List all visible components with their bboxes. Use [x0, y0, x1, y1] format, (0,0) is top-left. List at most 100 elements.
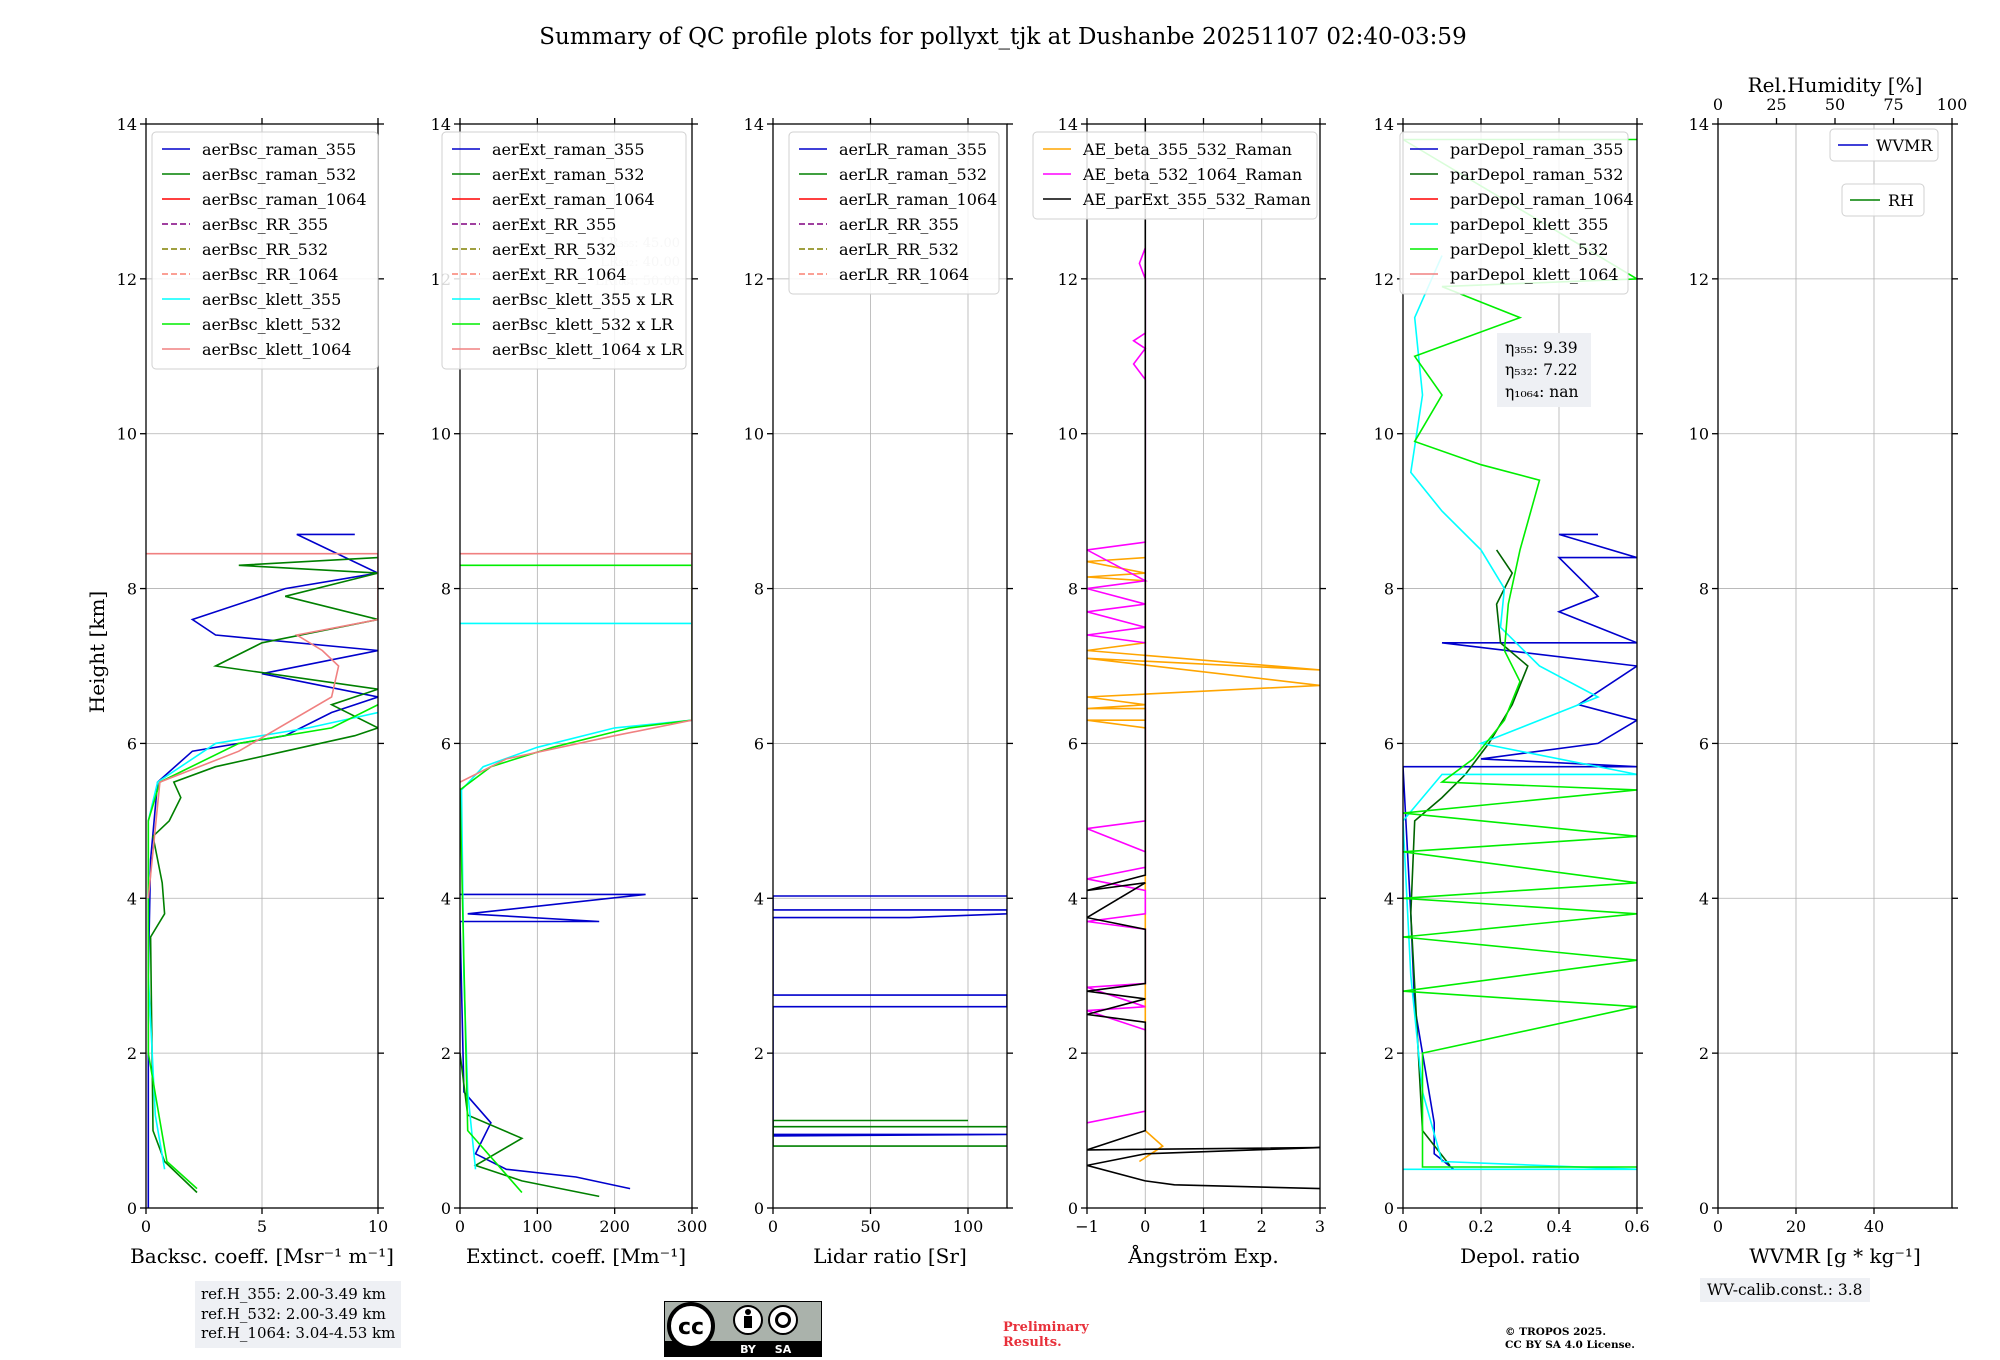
- y-tick-label: 0: [1068, 1199, 1078, 1218]
- y-tick-label: 4: [1068, 889, 1078, 908]
- y-tick-label: 10: [1058, 425, 1078, 444]
- svg-text:SA: SA: [775, 1343, 792, 1356]
- y-tick-label: 2: [441, 1044, 451, 1063]
- y-tick-label: 8: [1384, 580, 1394, 599]
- x-tick-label: 2: [1257, 1217, 1267, 1236]
- y-tick-label: 6: [1699, 734, 1709, 753]
- series-line-aerlr-raman-355: [773, 895, 1007, 1137]
- y-tick-label: 14: [1689, 115, 1709, 134]
- legend: WVMR RH: [1829, 128, 1939, 217]
- legend-label: aerExt_raman_1064: [492, 190, 655, 209]
- ref-height-355: ref.H_355: 2.00-3.49 km: [201, 1285, 386, 1303]
- series-line-ae-parext-355-532-raman: [1087, 124, 1320, 1190]
- axes-frame: [1717, 123, 1953, 1209]
- legend-label: aerBsc_klett_1064 x LR: [492, 340, 684, 359]
- x-tick-label: 0.6: [1624, 1217, 1649, 1236]
- ref-height-532: ref.H_532: 2.00-3.49 km: [201, 1304, 386, 1323]
- x-tick-label: 0: [1140, 1217, 1150, 1236]
- legend-label: AE_parExt_355_532_Raman: [1082, 190, 1311, 209]
- x-tick-label: 300: [677, 1217, 708, 1236]
- x-axis-label: Backsc. coeff. [Msr⁻¹ m⁻¹]: [130, 1244, 394, 1268]
- svg-text:BY: BY: [740, 1343, 757, 1356]
- y-tick-label: 12: [1374, 270, 1394, 289]
- legend-box: [788, 131, 1000, 295]
- x-tick-label: 3: [1315, 1217, 1325, 1236]
- y-tick-label: 8: [1699, 580, 1709, 599]
- cc-by-sa-logo: cc BY SA: [664, 1301, 822, 1357]
- y-tick-label: 2: [754, 1044, 764, 1063]
- cc-icon: [667, 1302, 715, 1350]
- figure-title: Summary of QC profile plots for pollyxt_…: [539, 24, 1466, 50]
- legend-box: [1841, 183, 1925, 217]
- series-line-aerbsc-raman-532: [149, 556, 378, 1194]
- y-tick-label: 10: [117, 425, 137, 444]
- series-line-aerbsc-raman-355: [147, 533, 378, 1208]
- y-tick-label: 4: [1384, 889, 1394, 908]
- legend-label: aerBsc_raman_1064: [202, 190, 367, 209]
- y-tick-label: 0: [754, 1199, 764, 1218]
- legend-label: parDepol_raman_532: [1450, 165, 1623, 184]
- x-tick-label: 10: [368, 1217, 388, 1236]
- y-tick-label: 2: [1384, 1044, 1394, 1063]
- y-tick-label: 14: [431, 115, 451, 134]
- y-tick-label: 10: [744, 425, 764, 444]
- legend-label: aerBsc_klett_532 x LR: [492, 315, 674, 334]
- y-tick-label: 2: [1068, 1044, 1078, 1063]
- legend-box: [1399, 131, 1629, 295]
- legend-label: parDepol_raman_1064: [1450, 190, 1634, 209]
- legend-label: aerExt_RR_355: [492, 215, 616, 234]
- y-tick-label: 4: [754, 889, 764, 908]
- y-tick-label: 10: [431, 425, 451, 444]
- legend: AE_beta_355_532_Raman AE_beta_532_1064_Ra…: [1032, 131, 1318, 220]
- y-tick-label: 0: [441, 1199, 451, 1218]
- x-axis-label: Lidar ratio [Sr]: [813, 1244, 967, 1268]
- y-tick-label: 8: [754, 580, 764, 599]
- x2-tick-label: 25: [1766, 95, 1786, 114]
- legend-label: aerLR_raman_1064: [839, 190, 997, 209]
- legend-label: aerBsc_klett_1064: [202, 340, 351, 359]
- subplot-backscatter: 0 2 4 6 8 10 12 14 0 5 10 Backsc. coeff. [Msr⁻¹ m⁻¹…: [117, 115, 394, 1268]
- x-tick-label: 50: [860, 1217, 880, 1236]
- y-tick-label: 2: [127, 1044, 137, 1063]
- legend-label: RH: [1888, 191, 1914, 210]
- x2-tick-label: 50: [1825, 95, 1845, 114]
- preliminary-line-1: Preliminary: [1003, 1320, 1089, 1335]
- ref-height-1064: ref.H_1064: 3.04-4.53 km: [201, 1324, 396, 1342]
- x-axis-label: Extinct. coeff. [Mm⁻¹]: [466, 1244, 686, 1268]
- legend-box: [1829, 128, 1939, 162]
- x-tick-label: 20: [1786, 1217, 1806, 1236]
- legend-label: AE_beta_355_532_Raman: [1082, 140, 1292, 159]
- reference-heights-box: ref.H_355: 2.00-3.49 km ref.H_532: 2.00-…: [195, 1281, 402, 1348]
- x2-tick-label: 0: [1713, 95, 1723, 114]
- y-tick-label: 6: [127, 734, 137, 753]
- y-tick-label: 8: [1068, 580, 1078, 599]
- y-tick-label: 12: [1058, 270, 1078, 289]
- series-line-aerbsc-klett-355: [147, 711, 378, 1170]
- x2-axis-label: Rel.Humidity [%]: [1748, 73, 1923, 97]
- y-tick-label: 4: [1699, 889, 1709, 908]
- legend-label: aerBsc_klett_355 x LR: [492, 290, 674, 309]
- y-tick-label: 0: [1384, 1199, 1394, 1218]
- x-tick-label: 1: [1198, 1217, 1208, 1236]
- x-tick-label: 0: [455, 1217, 465, 1236]
- y-tick-label: 14: [744, 115, 764, 134]
- y-tick-label: 0: [127, 1199, 137, 1218]
- x-tick-label: 100: [522, 1217, 553, 1236]
- legend-label: WVMR: [1876, 136, 1933, 155]
- x-tick-label: 0: [1398, 1217, 1408, 1236]
- legend-box: [1032, 131, 1318, 220]
- series-line-aerbsc-klett-1064: [146, 552, 378, 899]
- legend-label: aerBsc_raman_532: [202, 165, 356, 184]
- x-tick-label: 0: [1713, 1217, 1723, 1236]
- x2-tick-label: 100: [1937, 95, 1968, 114]
- x2-tick-label: 75: [1883, 95, 1903, 114]
- legend-label: aerBsc_klett_532: [202, 315, 341, 334]
- legend-label: aerBsc_raman_355: [202, 140, 356, 159]
- eta-label: η₃₅₅: 9.39: [1505, 339, 1578, 357]
- eta-label: η₁₀₆₄: nan: [1505, 383, 1579, 401]
- y-tick-label: 6: [754, 734, 764, 753]
- legend-label: aerLR_raman_532: [839, 165, 987, 184]
- x-tick-label: 40: [1864, 1217, 1884, 1236]
- y-tick-label: 14: [1374, 115, 1394, 134]
